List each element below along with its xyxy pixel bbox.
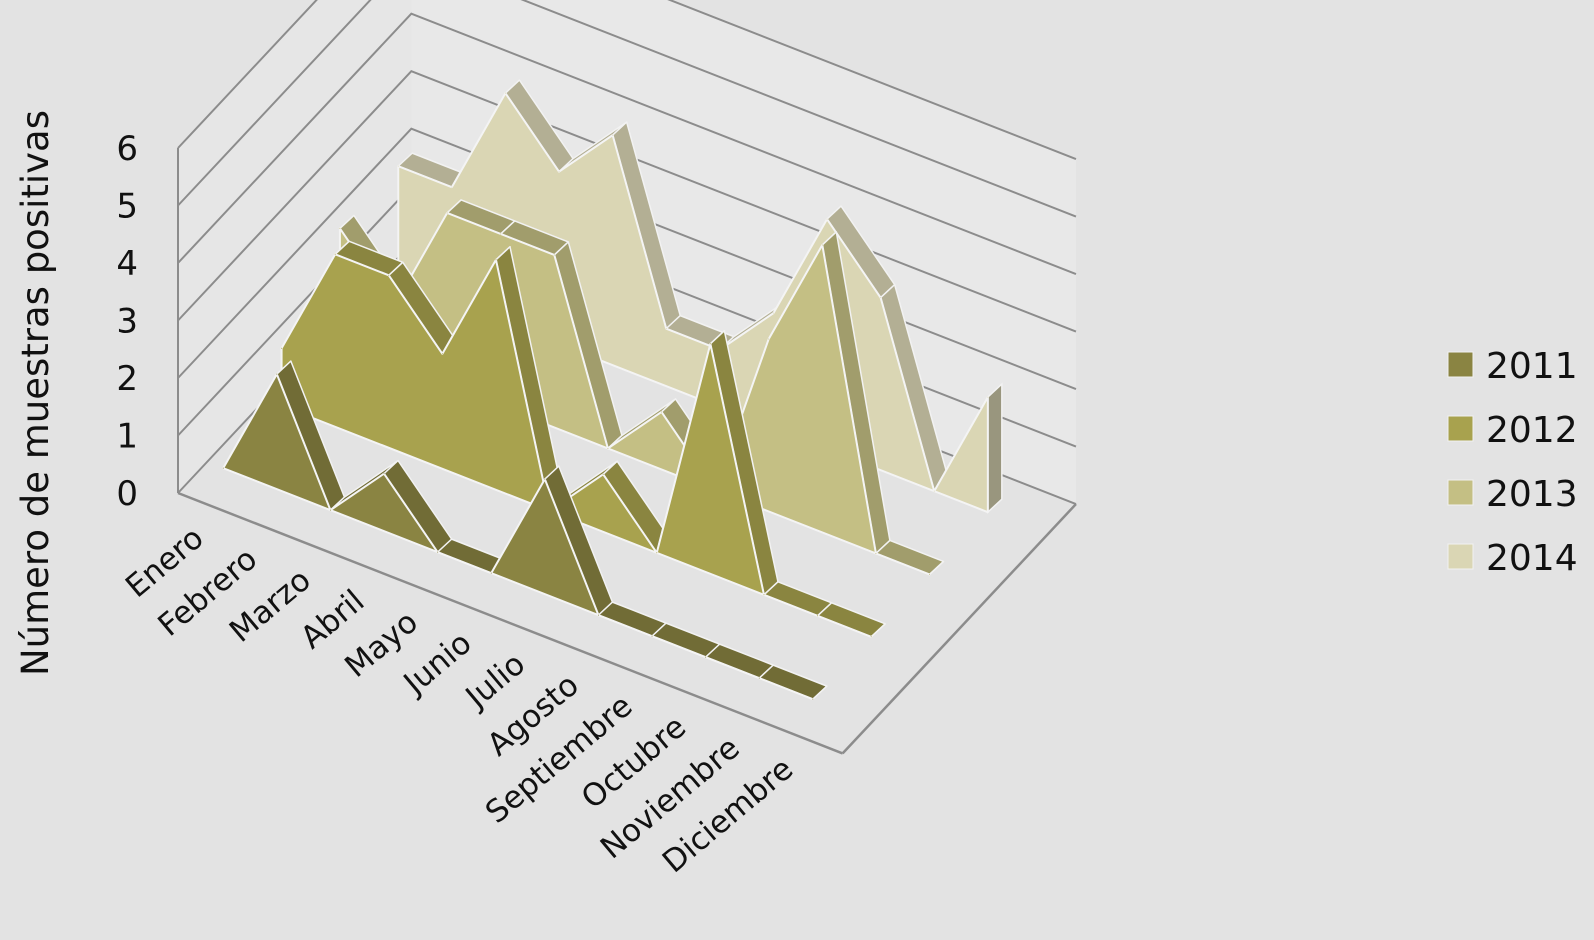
data-point-2013-Junio (607, 447, 609, 449)
data-point-2013-Diciembre (929, 573, 931, 575)
data-point-2012-Octubre (763, 594, 765, 596)
data-point-2012-Abril (441, 353, 443, 355)
data-point-2011-Noviembre (758, 677, 760, 679)
data-point-2011-Octubre (705, 656, 707, 658)
legend-label-2012: 2012 (1486, 410, 1578, 451)
data-point-2011-Marzo (329, 509, 331, 511)
data-point-2012-Julio (602, 473, 604, 475)
floor-right-edge (841, 503, 1077, 755)
data-point-2012-Marzo (388, 274, 390, 276)
data-point-2011-Agosto (597, 614, 599, 616)
y-tick-label: 3 (116, 302, 138, 342)
legend-swatch-2013 (1447, 479, 1474, 506)
data-point-2014-Diciembre (987, 396, 989, 398)
data-point-2012-Febrero (334, 253, 336, 255)
data-point-2014-Enero (397, 165, 399, 167)
data-point-2012-Mayo (495, 259, 497, 261)
y-tick-label: 6 (116, 129, 138, 169)
data-point-2011-Mayo (437, 551, 439, 553)
legend-label-2013: 2013 (1486, 474, 1578, 515)
data-point-2012-Enero (281, 347, 283, 349)
legend-swatch-2012 (1447, 415, 1474, 442)
series-2013-end-cap (929, 560, 945, 576)
data-point-2012-Noviembre (817, 615, 819, 617)
category-axis (177, 491, 844, 755)
y-tick-label: 1 (116, 417, 138, 457)
data-point-2011-Abril (383, 473, 385, 475)
data-point-2014-Febrero (451, 186, 453, 188)
side-wall (178, 0, 412, 493)
data-point-2014-Octubre (880, 297, 882, 299)
series-2012-area (280, 253, 873, 638)
data-point-2012-Septiembre (709, 343, 711, 345)
data-point-2014-Marzo (504, 92, 506, 94)
gridline (177, 0, 1077, 218)
series-2012-end-cap (870, 623, 886, 638)
data-point-2013-Enero (339, 227, 341, 229)
data-point-2013-Mayo (553, 254, 555, 256)
data-point-2014-Junio (665, 328, 667, 330)
data-point-2011-Junio (490, 572, 492, 574)
data-point-2012-Diciembre (870, 636, 872, 638)
data-point-2011-Julio (544, 478, 546, 480)
legend-label-2011: 2011 (1486, 346, 1578, 387)
data-point-2011-Febrero (276, 373, 278, 375)
data-point-2014-Agosto (772, 312, 774, 314)
data-point-2014-Noviembre (933, 490, 935, 492)
gridline (177, 12, 1077, 275)
legend-swatch-2011 (1447, 351, 1474, 378)
data-point-2012-Agosto (656, 552, 658, 554)
data-point-2013-Noviembre (875, 552, 877, 554)
data-point-2011-Diciembre (812, 698, 814, 700)
data-point-2011-Septiembre (651, 635, 653, 637)
data-point-2013-Octubre (821, 244, 823, 246)
series-2011 (222, 360, 828, 701)
data-point-2013-Julio (661, 411, 663, 413)
series-2014-end-cap (987, 382, 1003, 514)
data-point-2013-Marzo (446, 212, 448, 214)
y-tick-label: 4 (116, 244, 138, 284)
data-point-2013-Abril (500, 233, 502, 235)
y-tick-label: 2 (116, 359, 138, 399)
y-axis-label: Número de muestras positivas (14, 110, 57, 676)
data-point-2014-Mayo (612, 134, 614, 136)
data-point-2014-Septiembre (826, 218, 828, 220)
series-2012 (280, 240, 886, 638)
data-point-2011-Enero (222, 467, 224, 469)
data-point-2014-Abril (558, 171, 560, 173)
y-tick-label: 0 (116, 474, 138, 514)
gridline (177, 0, 1077, 160)
legend-label-2014: 2014 (1486, 538, 1578, 579)
series-2011-end-cap (812, 685, 828, 700)
legend-swatch-2014 (1447, 543, 1474, 570)
data-point-2013-Septiembre (768, 338, 770, 340)
y-tick-label: 5 (116, 187, 138, 227)
